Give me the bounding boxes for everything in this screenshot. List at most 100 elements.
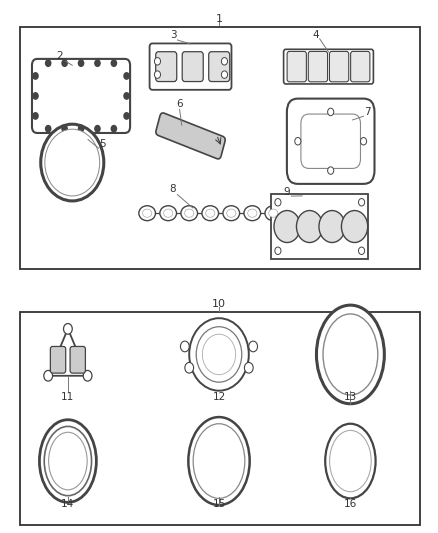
Circle shape	[185, 362, 194, 373]
Circle shape	[221, 58, 228, 65]
Circle shape	[78, 60, 84, 66]
Text: 10: 10	[212, 299, 226, 309]
Ellipse shape	[269, 209, 278, 217]
Text: 13: 13	[344, 392, 357, 402]
Circle shape	[275, 247, 281, 255]
Circle shape	[180, 341, 189, 352]
Circle shape	[295, 138, 301, 145]
Circle shape	[221, 71, 228, 78]
FancyBboxPatch shape	[156, 113, 225, 159]
FancyBboxPatch shape	[329, 51, 349, 82]
FancyBboxPatch shape	[208, 52, 230, 82]
Ellipse shape	[164, 209, 173, 217]
FancyBboxPatch shape	[350, 51, 370, 82]
Ellipse shape	[160, 206, 177, 221]
Circle shape	[297, 211, 323, 243]
FancyBboxPatch shape	[283, 50, 373, 84]
Ellipse shape	[39, 420, 96, 502]
Text: 12: 12	[212, 392, 226, 402]
Text: 8: 8	[170, 184, 177, 194]
Ellipse shape	[244, 206, 261, 221]
Text: 2: 2	[56, 51, 63, 61]
Ellipse shape	[193, 424, 245, 498]
Ellipse shape	[325, 424, 376, 498]
Circle shape	[33, 73, 38, 79]
Circle shape	[154, 58, 160, 65]
Circle shape	[78, 126, 84, 132]
Circle shape	[342, 211, 367, 243]
Circle shape	[360, 138, 367, 145]
FancyBboxPatch shape	[287, 51, 307, 82]
Circle shape	[124, 93, 129, 99]
FancyBboxPatch shape	[149, 44, 231, 90]
FancyBboxPatch shape	[70, 346, 85, 373]
Text: 11: 11	[61, 392, 74, 402]
Circle shape	[62, 126, 67, 132]
Circle shape	[64, 324, 72, 334]
Circle shape	[189, 318, 249, 391]
Circle shape	[124, 112, 129, 119]
Circle shape	[95, 126, 100, 132]
Circle shape	[358, 199, 364, 206]
FancyBboxPatch shape	[156, 52, 177, 82]
FancyBboxPatch shape	[20, 312, 420, 525]
Circle shape	[249, 341, 258, 352]
Circle shape	[41, 124, 104, 201]
FancyBboxPatch shape	[182, 52, 203, 82]
Ellipse shape	[206, 209, 215, 217]
Circle shape	[111, 126, 117, 132]
Circle shape	[111, 60, 117, 66]
FancyBboxPatch shape	[308, 51, 328, 82]
Circle shape	[244, 362, 253, 373]
FancyBboxPatch shape	[287, 99, 374, 184]
FancyBboxPatch shape	[271, 195, 368, 259]
Circle shape	[154, 71, 160, 78]
Text: 15: 15	[212, 499, 226, 508]
Text: 3: 3	[170, 30, 177, 39]
Circle shape	[62, 60, 67, 66]
Circle shape	[358, 247, 364, 255]
FancyBboxPatch shape	[20, 27, 420, 269]
Text: 4: 4	[312, 30, 319, 39]
Circle shape	[328, 167, 334, 174]
Text: 9: 9	[283, 187, 290, 197]
Ellipse shape	[323, 314, 378, 395]
Circle shape	[33, 93, 38, 99]
Text: 16: 16	[344, 499, 357, 508]
Text: 1: 1	[215, 14, 223, 23]
Ellipse shape	[44, 426, 92, 496]
FancyBboxPatch shape	[50, 346, 66, 373]
Ellipse shape	[248, 209, 257, 217]
Circle shape	[95, 60, 100, 66]
Ellipse shape	[265, 206, 282, 221]
Circle shape	[275, 199, 281, 206]
Circle shape	[46, 126, 51, 132]
Circle shape	[45, 129, 100, 196]
Circle shape	[33, 112, 38, 119]
Ellipse shape	[202, 206, 219, 221]
Ellipse shape	[185, 209, 194, 217]
Circle shape	[83, 370, 92, 381]
Ellipse shape	[49, 432, 87, 490]
FancyBboxPatch shape	[301, 114, 360, 168]
Text: 7: 7	[364, 107, 371, 117]
Ellipse shape	[316, 305, 385, 404]
Circle shape	[46, 60, 51, 66]
Ellipse shape	[143, 209, 152, 217]
Circle shape	[196, 327, 242, 382]
Ellipse shape	[330, 431, 371, 491]
Text: 14: 14	[61, 499, 74, 508]
FancyBboxPatch shape	[32, 59, 130, 133]
Circle shape	[319, 211, 345, 243]
Circle shape	[124, 73, 129, 79]
Circle shape	[328, 108, 334, 116]
Polygon shape	[48, 329, 88, 376]
Ellipse shape	[223, 206, 240, 221]
Ellipse shape	[188, 417, 250, 505]
Circle shape	[202, 334, 236, 375]
Ellipse shape	[181, 206, 198, 221]
Ellipse shape	[139, 206, 155, 221]
Text: 5: 5	[99, 139, 106, 149]
Circle shape	[44, 370, 53, 381]
Ellipse shape	[227, 209, 236, 217]
